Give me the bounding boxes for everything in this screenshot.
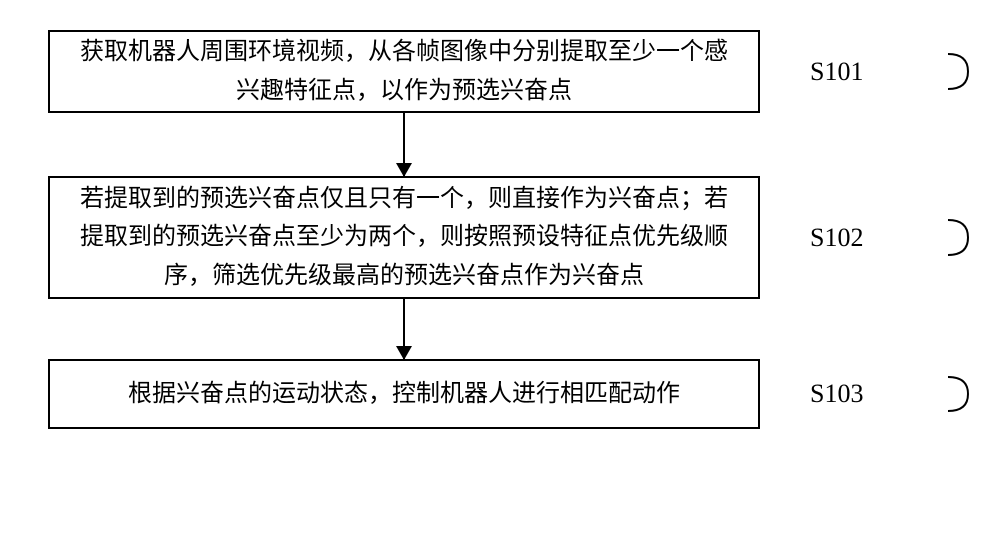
step-box-s101: 获取机器人周围环境视频，从各帧图像中分别提取至少一个感兴趣特征点，以作为预选兴奋… [48, 30, 760, 113]
curve-path [948, 377, 968, 411]
connector-wrap-1 [48, 113, 948, 176]
curve-svg-s101 [948, 30, 990, 113]
curve-svg-s103 [948, 359, 990, 429]
step-box-s103: 根据兴奋点的运动状态，控制机器人进行相匹配动作 [48, 359, 760, 429]
step-row-3: 根据兴奋点的运动状态，控制机器人进行相匹配动作 S103 [48, 359, 948, 429]
arrow-head-2 [396, 346, 412, 360]
curve-connector-s101 [948, 30, 990, 113]
curve-connector-s102 [948, 176, 990, 299]
step-label-s102: S102 [810, 223, 863, 253]
step-row-1: 获取机器人周围环境视频，从各帧图像中分别提取至少一个感兴趣特征点，以作为预选兴奋… [48, 30, 948, 113]
flowchart-container: 获取机器人周围环境视频，从各帧图像中分别提取至少一个感兴趣特征点，以作为预选兴奋… [48, 30, 948, 429]
step-label-s101: S101 [810, 57, 863, 87]
connector-1 [403, 113, 405, 176]
curve-path [948, 220, 968, 255]
step-label-s103: S103 [810, 379, 863, 409]
step-text-s103: 根据兴奋点的运动状态，控制机器人进行相匹配动作 [128, 375, 680, 413]
curve-svg-s102 [948, 176, 990, 299]
curve-connector-s103 [948, 359, 990, 429]
step-row-2: 若提取到的预选兴奋点仅且只有一个，则直接作为兴奋点；若提取到的预选兴奋点至少为两… [48, 176, 948, 299]
connector-2 [403, 299, 405, 359]
arrow-head-1 [396, 163, 412, 177]
step-box-s102: 若提取到的预选兴奋点仅且只有一个，则直接作为兴奋点；若提取到的预选兴奋点至少为两… [48, 176, 760, 299]
step-text-s101: 获取机器人周围环境视频，从各帧图像中分别提取至少一个感兴趣特征点，以作为预选兴奋… [70, 33, 738, 110]
curve-path [948, 54, 968, 89]
connector-wrap-2 [48, 299, 948, 359]
step-text-s102: 若提取到的预选兴奋点仅且只有一个，则直接作为兴奋点；若提取到的预选兴奋点至少为两… [70, 180, 738, 295]
